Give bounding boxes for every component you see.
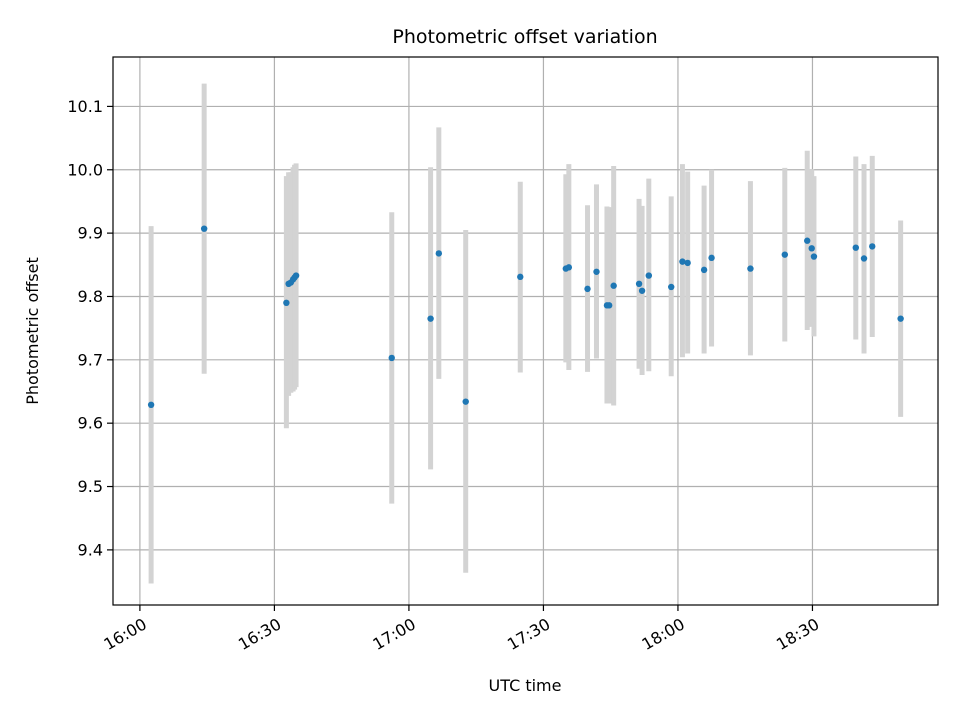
data-point — [635, 280, 643, 288]
y-tick-label: 9.4 — [78, 540, 103, 559]
data-point — [897, 315, 904, 322]
y-tick-label: 9.8 — [78, 287, 103, 306]
data-point — [708, 254, 715, 262]
data-point — [605, 302, 613, 309]
data-point — [517, 273, 524, 281]
data-point — [781, 251, 789, 258]
x-axis-label: UTC time — [489, 676, 562, 695]
data-point — [852, 244, 859, 251]
y-tick-label: 10.1 — [67, 97, 103, 116]
data-point — [645, 272, 653, 279]
data-point — [638, 287, 646, 294]
data-point — [565, 264, 573, 271]
data-point — [700, 266, 708, 274]
data-point — [747, 265, 754, 272]
data-point — [200, 225, 208, 232]
data-point — [584, 285, 591, 293]
chart-title: Photometric offset variation — [392, 26, 657, 48]
data-point — [283, 299, 290, 307]
data-point — [684, 259, 691, 267]
data-point — [292, 272, 300, 279]
y-tick-label: 9.9 — [78, 224, 103, 243]
data-points — [147, 225, 904, 409]
y-axis-ticks: 9.4 9.5 9.6 9.7 9.8 9.9 10.0 10.1 — [67, 97, 113, 559]
data-point — [808, 245, 815, 252]
y-tick-label: 9.6 — [78, 414, 103, 433]
data-point — [869, 243, 876, 250]
data-point — [668, 283, 675, 291]
data-point — [610, 282, 617, 289]
data-point — [593, 268, 600, 275]
y-tick-label: 9.5 — [78, 477, 103, 496]
data-point — [462, 398, 469, 405]
plot-frame — [112, 56, 939, 606]
data-point — [435, 250, 443, 257]
gridlines — [113, 57, 938, 605]
data-point — [804, 237, 811, 244]
y-axis-label: Photometric offset — [23, 257, 42, 405]
y-tick-label: 9.7 — [78, 350, 103, 369]
y-tick-label: 10.0 — [67, 160, 103, 179]
data-point — [860, 255, 868, 262]
data-point — [388, 354, 395, 362]
data-point — [427, 315, 434, 322]
data-point — [147, 401, 155, 409]
data-point — [679, 258, 686, 265]
data-point — [810, 253, 818, 260]
